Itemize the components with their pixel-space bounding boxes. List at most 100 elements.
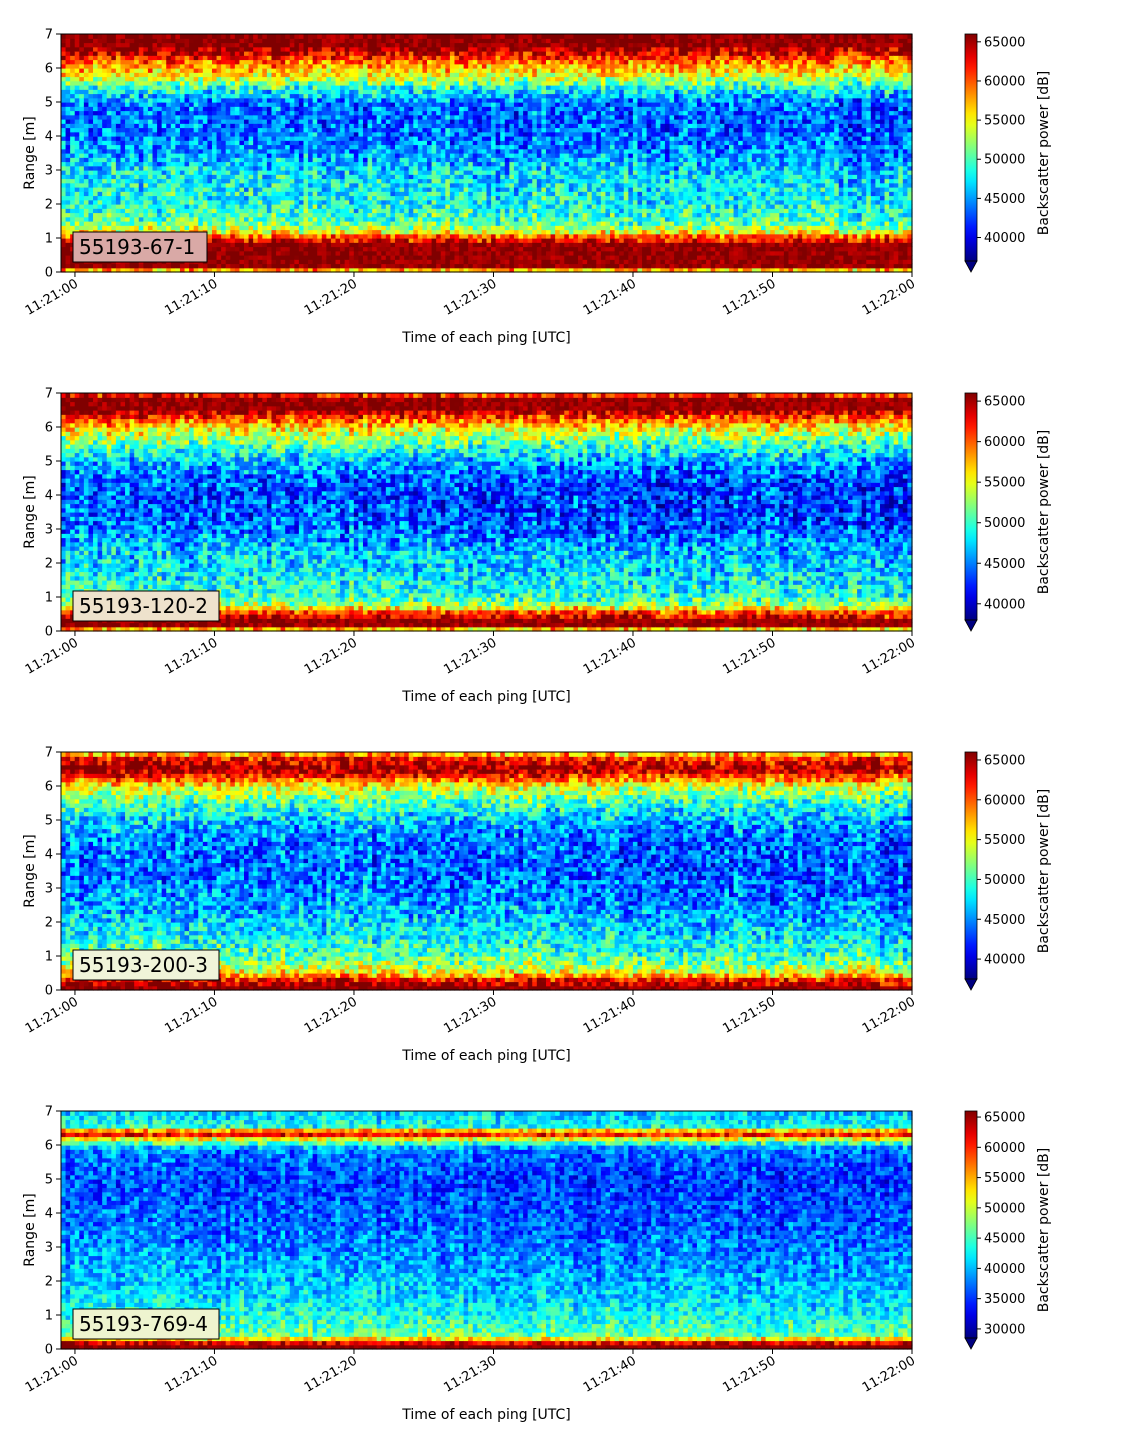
heatmap-cell — [262, 64, 267, 69]
heatmap-cell — [120, 196, 125, 201]
heatmap-cell — [116, 191, 121, 196]
heatmap-cell — [102, 200, 107, 205]
heatmap-cell — [249, 128, 254, 133]
heatmap-cell — [198, 64, 203, 69]
heatmap-cell — [66, 204, 71, 209]
heatmap-cell — [107, 149, 112, 154]
heatmap-cell — [153, 34, 158, 39]
heatmap-cell — [166, 51, 171, 56]
heatmap-cell — [235, 115, 240, 120]
heatmap-cell — [111, 145, 116, 150]
heatmap-cell — [262, 51, 267, 56]
heatmap-cell — [285, 230, 290, 235]
heatmap-cell — [116, 119, 121, 124]
heatmap-cell — [221, 191, 226, 196]
heatmap-cell — [98, 179, 103, 184]
heatmap-cell — [61, 230, 66, 235]
heatmap-cell — [120, 213, 125, 218]
heatmap-cell — [281, 145, 286, 150]
heatmap-cell — [139, 157, 144, 162]
heatmap-cell — [258, 72, 263, 77]
heatmap-cell — [185, 119, 190, 124]
heatmap-cell — [139, 38, 144, 43]
heatmap-cell — [285, 234, 290, 239]
heatmap-cell — [139, 89, 144, 94]
heatmap-cell — [235, 89, 240, 94]
heatmap-cell — [93, 196, 98, 201]
heatmap-cell — [221, 213, 226, 218]
heatmap-cell — [88, 47, 93, 52]
heatmap-cell — [180, 102, 185, 107]
heatmap-cell — [253, 94, 258, 99]
heatmap-cell — [207, 38, 212, 43]
heatmap-cell — [189, 200, 194, 205]
heatmap-cell — [107, 132, 112, 137]
heatmap-cell — [66, 43, 71, 48]
heatmap-cell — [207, 47, 212, 52]
heatmap-cell — [262, 132, 267, 137]
heatmap-cell — [175, 179, 180, 184]
heatmap-cell — [157, 200, 162, 205]
heatmap-cell — [253, 183, 258, 188]
heatmap-cell — [61, 187, 66, 192]
heatmap-cell — [157, 68, 162, 73]
heatmap-cell — [226, 85, 231, 90]
heatmap-cell — [276, 94, 281, 99]
heatmap-cell — [171, 68, 176, 73]
heatmap-cell — [281, 234, 286, 239]
heatmap-cell — [102, 153, 107, 158]
heatmap-cell — [88, 136, 93, 141]
heatmap-cell — [102, 123, 107, 128]
heatmap-cell — [125, 157, 130, 162]
heatmap-cell — [203, 94, 208, 99]
heatmap-cell — [217, 111, 222, 116]
heatmap-cell — [249, 64, 254, 69]
heatmap-cell — [66, 208, 71, 213]
heatmap-cell — [207, 259, 212, 264]
heatmap-cell — [139, 111, 144, 116]
heatmap-cell — [203, 196, 208, 201]
heatmap-cell — [139, 51, 144, 56]
heatmap-cell — [189, 166, 194, 171]
heatmap-cell — [276, 221, 281, 226]
heatmap-cell — [79, 47, 84, 52]
heatmap-cell — [162, 183, 167, 188]
heatmap-cell — [143, 196, 148, 201]
heatmap-cell — [111, 166, 116, 171]
heatmap-cell — [93, 64, 98, 69]
heatmap-cell — [130, 157, 135, 162]
heatmap-cell — [93, 72, 98, 77]
heatmap-cell — [61, 102, 66, 107]
heatmap-cell — [221, 115, 226, 120]
heatmap-cell — [143, 64, 148, 69]
heatmap-cell — [239, 145, 244, 150]
heatmap-cell — [235, 136, 240, 141]
heatmap-cell — [107, 162, 112, 167]
heatmap-cell — [162, 221, 167, 226]
heatmap-cell — [267, 153, 272, 158]
heatmap-cell — [267, 208, 272, 213]
heatmap-cell — [221, 238, 226, 243]
heatmap-cell — [157, 132, 162, 137]
heatmap-cell — [130, 213, 135, 218]
heatmap-cell — [84, 191, 89, 196]
heatmap-cell — [244, 157, 249, 162]
heatmap-cell — [66, 179, 71, 184]
heatmap-cell — [212, 123, 217, 128]
heatmap-cell — [107, 196, 112, 201]
heatmap-cell — [267, 38, 272, 43]
heatmap-cell — [276, 183, 281, 188]
heatmap-cell — [153, 174, 158, 179]
heatmap-cell — [189, 111, 194, 116]
heatmap-cell — [61, 183, 66, 188]
heatmap-cell — [166, 77, 171, 82]
heatmap-cell — [88, 170, 93, 175]
heatmap-cell — [221, 64, 226, 69]
heatmap-cell — [143, 60, 148, 65]
heatmap-cell — [166, 208, 171, 213]
heatmap-cell — [226, 136, 231, 141]
heatmap-cell — [262, 128, 267, 133]
heatmap-cell — [281, 140, 286, 145]
heatmap-cell — [162, 157, 167, 162]
heatmap-cell — [70, 187, 75, 192]
